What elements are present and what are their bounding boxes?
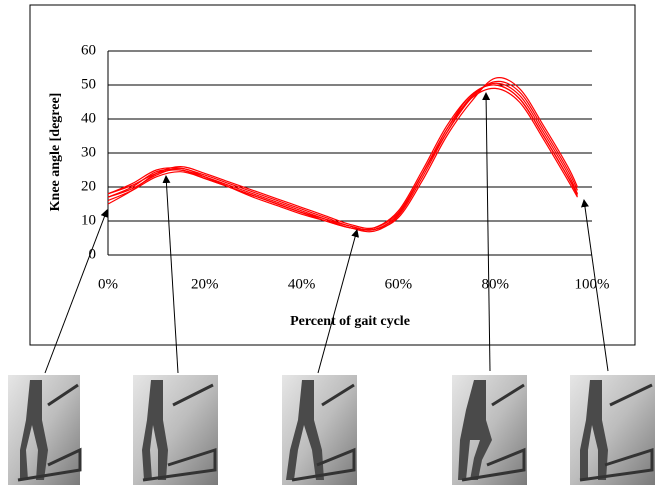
y-tick-label: 60 <box>81 42 96 58</box>
x-axis-title: Percent of gait cycle <box>290 314 410 329</box>
y-tick-label: 40 <box>81 110 96 126</box>
photo <box>282 375 357 485</box>
x-tick-label: 60% <box>385 276 413 292</box>
photo <box>133 375 218 485</box>
x-tick-label: 20% <box>191 276 219 292</box>
x-tick-label: 0% <box>98 276 118 292</box>
y-axis-title: Knee angle [degree] <box>48 93 63 212</box>
photo <box>452 375 527 485</box>
figure: 01020304050600%20%40%60%80%100% Percent … <box>0 0 665 492</box>
x-tick-label: 80% <box>481 276 509 292</box>
photo <box>570 375 655 485</box>
photo <box>8 375 80 485</box>
x-tick-label: 100% <box>575 276 610 292</box>
y-tick-label: 30 <box>81 144 96 160</box>
y-tick-label: 50 <box>81 76 96 92</box>
y-tick-label: 10 <box>81 212 96 228</box>
chart-frame <box>30 5 635 345</box>
y-tick-label: 20 <box>81 178 96 194</box>
x-tick-label: 40% <box>288 276 316 292</box>
photos <box>8 375 655 485</box>
